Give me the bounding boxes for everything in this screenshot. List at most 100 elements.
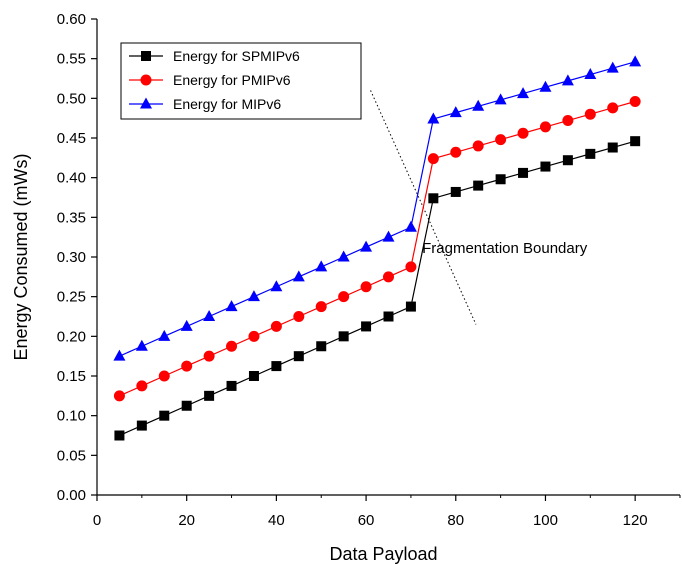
series-circle	[113, 96, 641, 402]
y-tick-label: 0.00	[57, 487, 86, 504]
y-tick-label: 0.35	[57, 209, 86, 226]
annotation-layer: Fragmentation Boundary	[370, 90, 588, 325]
data-point	[562, 155, 573, 166]
data-point	[114, 430, 125, 441]
data-point	[383, 311, 394, 322]
y-tick-label: 0.20	[57, 328, 86, 345]
data-point	[518, 167, 529, 178]
data-point	[584, 68, 597, 80]
data-point	[449, 106, 462, 118]
data-point	[204, 390, 215, 401]
data-point	[270, 280, 283, 292]
y-tick-label: 0.60	[57, 11, 86, 28]
data-point	[495, 134, 507, 146]
legend-entry: Energy for SPMIPv6	[129, 48, 300, 64]
data-point	[158, 329, 171, 341]
data-point	[405, 301, 416, 312]
legend-marker	[141, 51, 151, 61]
data-point	[630, 136, 641, 147]
data-point	[270, 320, 282, 332]
data-point	[606, 61, 619, 73]
series-line	[119, 140, 636, 437]
data-point	[584, 108, 596, 120]
data-point	[494, 93, 507, 105]
data-point	[315, 260, 328, 272]
y-tick-label: 0.15	[57, 368, 86, 385]
data-point	[136, 380, 148, 392]
series-layer	[113, 55, 642, 441]
data-point	[562, 115, 574, 127]
data-point	[428, 193, 439, 204]
x-tick-label: 100	[533, 512, 558, 529]
data-point	[113, 390, 125, 402]
data-point	[585, 148, 596, 159]
data-point	[181, 400, 192, 411]
y-tick-label: 0.40	[57, 170, 86, 187]
data-point	[427, 153, 439, 165]
data-point	[338, 331, 349, 342]
data-point	[226, 340, 238, 352]
y-tick-label: 0.30	[57, 249, 86, 266]
data-point	[248, 330, 260, 342]
data-point	[293, 311, 305, 322]
data-point	[405, 261, 417, 273]
x-tick-label: 20	[178, 512, 195, 529]
data-point	[180, 319, 193, 331]
data-point	[404, 220, 417, 232]
data-point	[338, 291, 350, 303]
data-point	[203, 350, 215, 362]
data-point	[316, 341, 327, 352]
data-point	[427, 112, 440, 124]
data-point	[540, 161, 551, 172]
annotation-label: Fragmentation Boundary	[422, 240, 588, 257]
axes: 0 20 40 60 80 100 120 0.00 0.05 0.10 0.15 0.20 0.25 0…	[11, 11, 681, 564]
data-point	[293, 351, 304, 362]
data-point	[472, 99, 485, 111]
y-tick-label: 0.10	[57, 408, 86, 425]
data-point	[136, 420, 147, 431]
data-point	[248, 371, 259, 381]
data-point	[472, 140, 484, 152]
data-point	[539, 121, 551, 133]
data-point	[607, 102, 619, 114]
legend-entry: Energy for PMIPv6	[129, 72, 291, 88]
series-triangle	[113, 55, 642, 361]
data-point	[158, 370, 170, 382]
data-point	[517, 127, 529, 139]
x-tick-label: 80	[447, 512, 464, 529]
y-tick-label: 0.50	[57, 90, 86, 107]
x-tick-label: 60	[358, 512, 375, 529]
x-tick-label: 0	[93, 512, 101, 529]
data-point	[629, 96, 641, 108]
y-tick-label: 0.55	[57, 51, 86, 68]
y-tick-label: 0.05	[57, 447, 86, 464]
x-tick-label: 120	[623, 512, 648, 529]
y-tick-label: 0.25	[57, 289, 86, 306]
data-point	[247, 290, 260, 302]
data-point	[539, 80, 552, 92]
series-square	[114, 136, 641, 441]
legend-label: Energy for PMIPv6	[173, 72, 291, 88]
data-point	[382, 230, 395, 242]
legend-marker	[140, 74, 152, 86]
legend-label: Energy for SPMIPv6	[173, 48, 300, 64]
x-tick-label: 40	[268, 512, 285, 529]
x-axis-title: Data Payload	[329, 544, 437, 564]
data-point	[607, 142, 618, 153]
data-point	[361, 321, 372, 332]
data-point	[517, 87, 530, 99]
legend-marker	[140, 97, 152, 109]
data-point	[135, 339, 148, 351]
data-point	[292, 270, 305, 282]
data-point	[203, 310, 216, 321]
legend: Energy for SPMIPv6 Energy for PMIPv6 Energ…	[120, 42, 362, 120]
data-point	[360, 240, 373, 252]
data-point	[181, 360, 193, 372]
data-point	[113, 349, 126, 361]
legend-label: Energy for MIPv6	[173, 96, 281, 112]
data-point	[159, 410, 170, 421]
data-point	[450, 186, 461, 197]
data-point	[271, 361, 282, 372]
data-point	[450, 146, 462, 158]
data-point	[561, 74, 574, 86]
